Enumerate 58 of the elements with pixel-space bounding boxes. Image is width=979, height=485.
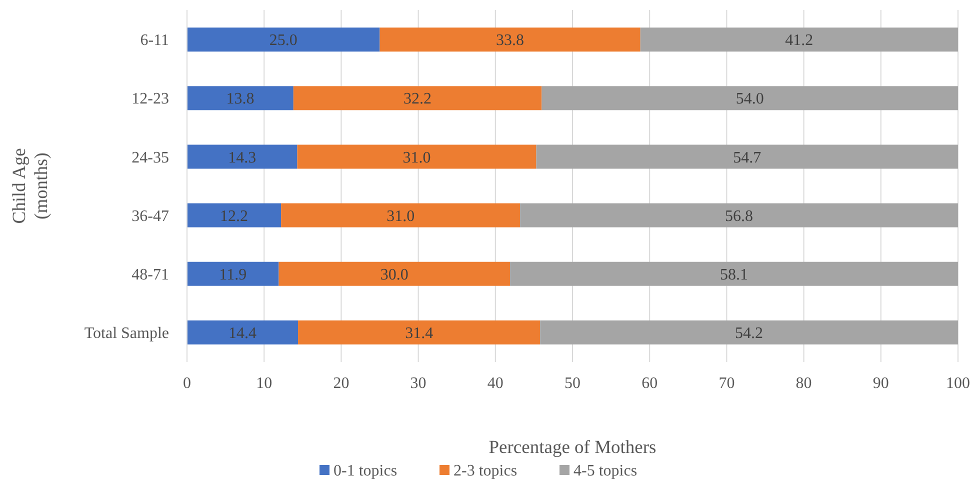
text: 32.2 [404,90,432,108]
bar [187,320,298,344]
y-tick-label: 24-35 [132,149,169,166]
text: 56.8 [725,208,754,225]
text: 58.1 [720,266,748,284]
text: 31.4 [405,325,434,342]
text: 14.3 [228,149,256,166]
bar [187,28,380,52]
bar [380,28,640,52]
text: 54.2 [735,325,764,342]
bar [510,262,958,286]
text: 13.8 [226,90,254,108]
text: 25.0 [269,32,298,50]
text: 41.2 [785,32,814,50]
bar [640,28,958,52]
x-tick-label: 90 [872,375,889,392]
x-tick-label: 50 [564,375,580,392]
x-tick-label: 100 [946,375,970,392]
bar [520,203,958,228]
text: 54.7 [733,149,762,166]
y-axis-title: Child Age (months) [10,148,52,224]
text: 31.0 [386,208,415,225]
text: 33.8 [496,32,524,50]
x-tick-label: 80 [796,375,812,392]
y-tick-label: 48-71 [132,266,169,284]
legend-label: 4-5 topics [574,462,638,480]
x-tick-label: 40 [487,375,504,392]
bar [187,203,282,228]
bar [281,203,520,228]
text: 30.0 [380,266,408,284]
y-tick-label: 6-11 [140,32,169,50]
legend-label: 0-1 topics [334,462,398,480]
text: 11.9 [219,266,247,284]
legend-label: 2-3 topics [454,462,518,480]
bar [278,262,510,286]
y-tick-label: Total Sample [84,325,169,342]
bar [298,320,540,344]
text: 14.4 [228,325,257,342]
bar [293,86,542,110]
x-tick-label: 20 [333,375,350,392]
text: 12.2 [220,208,248,225]
x-tick-label: 10 [256,375,272,392]
bar [187,144,298,169]
bar [297,144,536,169]
bar [540,320,958,344]
x-tick-label: 0 [183,375,191,392]
bar [187,262,279,286]
y-tick-label: 36-47 [132,208,169,225]
y-tick-label: 12-23 [132,90,169,108]
bar [542,86,958,110]
bar [187,86,294,110]
x-tick-label: 30 [410,375,426,392]
bar [536,144,958,169]
text: 54.0 [736,90,764,108]
x-tick-label: 70 [718,375,735,392]
x-tick-label: 60 [642,375,658,392]
text: 31.0 [402,149,431,166]
x-axis-title: Percentage of Mothers [488,438,656,458]
